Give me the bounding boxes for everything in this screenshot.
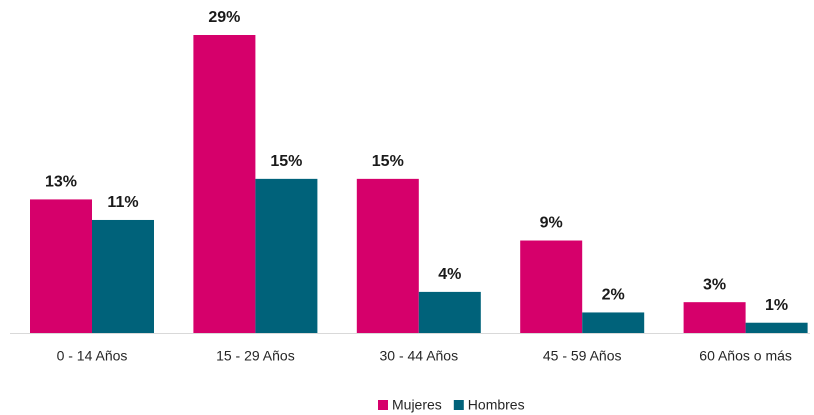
x-tick-label: 0 - 14 Años <box>57 348 128 364</box>
bar <box>356 178 419 333</box>
bar <box>582 312 645 333</box>
value-label: 4% <box>438 266 461 283</box>
bar <box>30 199 92 333</box>
bar <box>683 302 746 333</box>
value-label: 2% <box>602 287 625 304</box>
bar <box>745 322 808 333</box>
legend-label: Mujeres <box>392 397 442 413</box>
bar <box>255 178 318 333</box>
value-label: 9% <box>540 215 563 232</box>
bar <box>193 35 256 333</box>
value-label: 11% <box>107 194 138 211</box>
x-tick-label: 30 - 44 Años <box>379 348 458 364</box>
value-label: 1% <box>765 297 788 314</box>
x-tick-label: 45 - 59 Años <box>543 348 622 364</box>
bar <box>92 219 154 333</box>
value-label: 15% <box>372 153 404 170</box>
bar <box>520 240 583 333</box>
value-label: 3% <box>703 276 726 293</box>
value-label: 29% <box>208 9 240 26</box>
legend-swatch <box>453 400 464 410</box>
x-tick-label: 60 Años o más <box>699 348 792 364</box>
legend-label: Hombres <box>468 397 525 413</box>
value-label: 13% <box>45 174 77 191</box>
legend-swatch <box>378 400 388 410</box>
bar <box>418 291 481 333</box>
value-label: 15% <box>270 153 302 170</box>
x-tick-label: 15 - 29 Años <box>216 348 295 364</box>
